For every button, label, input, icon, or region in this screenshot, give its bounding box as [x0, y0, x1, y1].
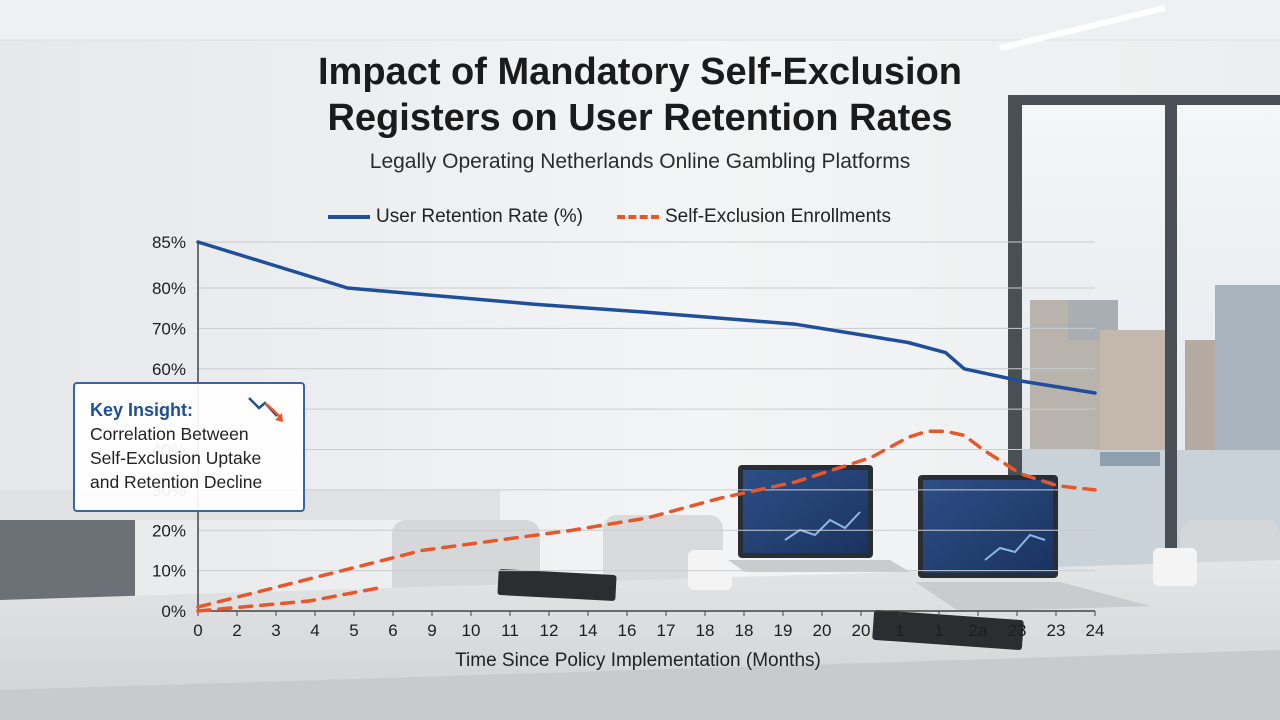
chart-legend: User Retention Rate (%) Self-Exclusion E… [328, 205, 925, 229]
x-tick-label: 6 [388, 621, 397, 640]
x-tick-label: 10 [462, 621, 481, 640]
key-insight-callout: Key Insight: Correlation Between Self-Ex… [73, 382, 305, 512]
x-tick-label: 24 [1086, 621, 1105, 640]
x-axis-label: Time Since Policy Implementation (Months… [455, 650, 821, 671]
legend-swatch-enrollments [616, 215, 659, 219]
chart-subtitle: Legally Operating Netherlands Online Gam… [369, 150, 911, 173]
y-tick-label: 70% [152, 319, 186, 338]
y-tick-label: 10% [152, 562, 186, 581]
x-tick-label: 18 [735, 621, 754, 640]
y-tick-label: 60% [152, 360, 186, 379]
x-tick-label: 0 [193, 621, 202, 640]
chart-title-line-1: Impact of Mandatory Self-Exclusion [318, 51, 962, 93]
x-tick-label: 1 [934, 621, 943, 640]
x-tick-label: 16 [618, 621, 637, 640]
x-tick-label: 20 [852, 621, 871, 640]
x-tick-label: 20 [813, 621, 832, 640]
y-tick-label: 85% [152, 233, 186, 252]
x-tick-label: 3 [271, 621, 280, 640]
legend-swatch-retention [328, 215, 370, 219]
x-tick-label: 2a [969, 621, 988, 640]
x-tick-label: 9 [427, 621, 436, 640]
x-tick-label: 18 [696, 621, 715, 640]
series-line-retention [196, 240, 1097, 395]
x-tick-label: 2 [232, 621, 241, 640]
series-lines [196, 240, 1097, 613]
series-line-enrollments [196, 429, 1097, 609]
axes [197, 242, 1096, 616]
chart-title-line-2: Registers on User Retention Rates [327, 97, 953, 139]
x-tick-label: 12 [540, 621, 559, 640]
x-tick-label: 23 [1008, 621, 1027, 640]
y-tick-label: 20% [152, 521, 186, 540]
x-tick-label: 19 [774, 621, 793, 640]
x-tick-label: 11 [501, 621, 519, 640]
legend-item-retention: User Retention Rate (%) [328, 206, 583, 228]
series-line-enrollments-secondary [196, 585, 387, 613]
x-tick-label: 5 [349, 621, 358, 640]
x-tick-label: 1 [895, 621, 904, 640]
x-tick-label: 4 [310, 621, 319, 640]
trend-down-icon [248, 397, 283, 422]
legend-item-enrollments: Self-Exclusion Enrollments [616, 206, 891, 228]
legend-label-retention: User Retention Rate (%) [376, 206, 583, 227]
x-tick-label: 14 [579, 621, 598, 640]
legend-label-enrollments: Self-Exclusion Enrollments [664, 206, 891, 227]
grid-lines [198, 241, 1095, 572]
y-tick-label: 80% [152, 279, 186, 298]
insight-body: Correlation Between Self-Exclusion Uptak… [90, 424, 263, 492]
x-tick-label: 17 [657, 621, 676, 640]
y-tick-label: 0% [161, 602, 186, 621]
x-tick-label: 23 [1047, 621, 1066, 640]
insight-heading: Key Insight: [90, 400, 194, 420]
